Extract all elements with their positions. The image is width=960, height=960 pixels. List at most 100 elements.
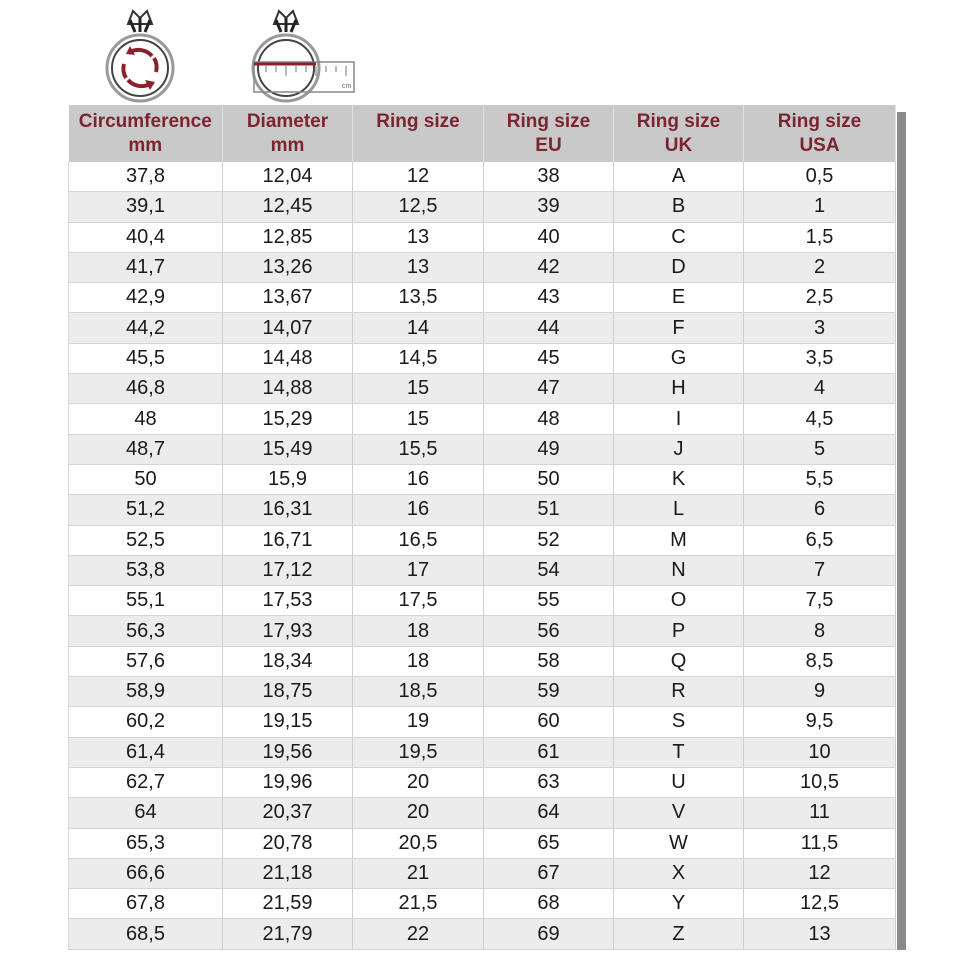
cell-ring-size-usa: 3,5: [743, 343, 896, 375]
cell-ring-size-uk: W: [613, 828, 744, 859]
cell-diameter: 21,79: [222, 918, 353, 950]
cell-ring-size-usa: 4: [743, 373, 896, 405]
cell-ring-size-uk: C: [613, 222, 744, 253]
cell-ring-size: 20: [352, 767, 484, 799]
cell-ring-size-eu: 42: [483, 252, 614, 284]
cell-ring-size: 16: [352, 464, 484, 496]
cell-diameter: 13,26: [222, 252, 353, 284]
cell-diameter: 21,59: [222, 888, 353, 920]
cell-circumference: 51,2: [68, 494, 223, 526]
cell-diameter: 14,07: [222, 312, 353, 344]
cell-ring-size-uk: K: [613, 464, 744, 496]
table-row: 58,9 18,75 18,5 59 R 9: [68, 676, 896, 708]
cell-ring-size: 19,5: [352, 737, 484, 768]
cell-ring-size: 22: [352, 918, 484, 950]
cell-ring-size-eu: 51: [483, 494, 614, 526]
cell-ring-size-uk: Z: [613, 918, 744, 950]
cell-circumference: 68,5: [68, 918, 223, 950]
table-row: 57,6 18,34 18 58 Q 8,5: [68, 646, 896, 678]
cell-ring-size-uk: F: [613, 312, 744, 344]
cell-diameter: 17,53: [222, 585, 353, 617]
cell-circumference: 50: [68, 464, 223, 496]
cell-ring-size-uk: Q: [613, 646, 744, 678]
cell-ring-size: 18: [352, 615, 484, 647]
cell-ring-size: 15,5: [352, 434, 484, 465]
cell-diameter: 20,37: [222, 797, 353, 829]
table-row: 64 20,37 20 64 V 11: [68, 797, 896, 829]
ring-size-table: Circumference mm Diameter mm Ring size Ring …: [68, 105, 896, 950]
cell-ring-size: 13: [352, 222, 484, 253]
cell-ring-size-eu: 39: [483, 191, 614, 223]
cell-ring-size-uk: T: [613, 737, 744, 768]
table-row: 50 15,9 16 50 K 5,5: [68, 464, 896, 496]
cell-diameter: 12,04: [222, 162, 353, 193]
cell-circumference: 39,1: [68, 191, 223, 223]
cell-circumference: 53,8: [68, 555, 223, 587]
cell-circumference: 57,6: [68, 646, 223, 678]
cell-ring-size-uk: B: [613, 191, 744, 223]
cell-circumference: 42,9: [68, 282, 223, 314]
table-row: 37,8 12,04 12 38 A 0,5: [68, 162, 896, 193]
cell-ring-size-eu: 67: [483, 858, 614, 890]
cell-ring-size-uk: A: [613, 162, 744, 193]
cell-ring-size-usa: 10,5: [743, 767, 896, 799]
table-row: 60,2 19,15 19 60 S 9,5: [68, 706, 896, 738]
cell-ring-size-eu: 60: [483, 706, 614, 738]
cell-circumference: 55,1: [68, 585, 223, 617]
column-header-ring-size: Ring size: [352, 105, 484, 162]
cell-diameter: 19,15: [222, 706, 353, 738]
cell-ring-size-usa: 9,5: [743, 706, 896, 738]
cell-diameter: 15,49: [222, 434, 353, 465]
cell-ring-size-eu: 63: [483, 767, 614, 799]
cell-diameter: 21,18: [222, 858, 353, 890]
cell-ring-size-usa: 13: [743, 918, 896, 950]
cell-circumference: 67,8: [68, 888, 223, 920]
cell-ring-size-uk: H: [613, 373, 744, 405]
cell-ring-size-usa: 5: [743, 434, 896, 465]
cell-ring-size: 17,5: [352, 585, 484, 617]
cell-diameter: 14,88: [222, 373, 353, 405]
cell-ring-size: 19: [352, 706, 484, 738]
cell-ring-size: 21: [352, 858, 484, 890]
table-row: 48,7 15,49 15,5 49 J 5: [68, 434, 896, 465]
cell-ring-size-usa: 6,5: [743, 525, 896, 556]
cell-ring-size: 14,5: [352, 343, 484, 375]
header-line1: Ring size: [636, 110, 721, 132]
table-row: 62,7 19,96 20 63 U 10,5: [68, 767, 896, 799]
cell-ring-size-uk: X: [613, 858, 744, 890]
cell-ring-size-usa: 0,5: [743, 162, 896, 193]
cell-ring-size-eu: 64: [483, 797, 614, 829]
cell-ring-size-uk: P: [613, 615, 744, 647]
table-row: 52,5 16,71 16,5 52 M 6,5: [68, 525, 896, 556]
cell-ring-size-uk: G: [613, 343, 744, 375]
cell-ring-size-eu: 48: [483, 403, 614, 435]
cell-ring-size: 12: [352, 162, 484, 193]
cell-circumference: 40,4: [68, 222, 223, 253]
cell-diameter: 16,71: [222, 525, 353, 556]
header-line2: USA: [799, 134, 840, 156]
cell-ring-size-eu: 68: [483, 888, 614, 920]
cell-ring-size-eu: 52: [483, 525, 614, 556]
table-row: 42,9 13,67 13,5 43 E 2,5: [68, 282, 896, 314]
cell-ring-size-usa: 9: [743, 676, 896, 708]
column-header-ring-size-uk: Ring size UK: [613, 105, 744, 162]
cell-circumference: 65,3: [68, 828, 223, 859]
cell-ring-size: 18: [352, 646, 484, 678]
header-line2: [353, 134, 483, 158]
cell-ring-size: 14: [352, 312, 484, 344]
cell-ring-size-usa: 10: [743, 737, 896, 768]
cell-circumference: 48: [68, 403, 223, 435]
cell-circumference: 61,4: [68, 737, 223, 768]
cell-ring-size-usa: 11: [743, 797, 896, 829]
cell-ring-size: 15: [352, 373, 484, 405]
cell-ring-size: 13,5: [352, 282, 484, 314]
cell-ring-size-eu: 56: [483, 615, 614, 647]
table-row: 46,8 14,88 15 47 H 4: [68, 373, 896, 405]
cell-ring-size-usa: 7: [743, 555, 896, 587]
cell-diameter: 14,48: [222, 343, 353, 375]
cell-diameter: 19,56: [222, 737, 353, 768]
cell-ring-size: 18,5: [352, 676, 484, 708]
cell-ring-size: 21,5: [352, 888, 484, 920]
cell-ring-size-usa: 8: [743, 615, 896, 647]
column-header-circumference: Circumference mm: [68, 105, 223, 162]
